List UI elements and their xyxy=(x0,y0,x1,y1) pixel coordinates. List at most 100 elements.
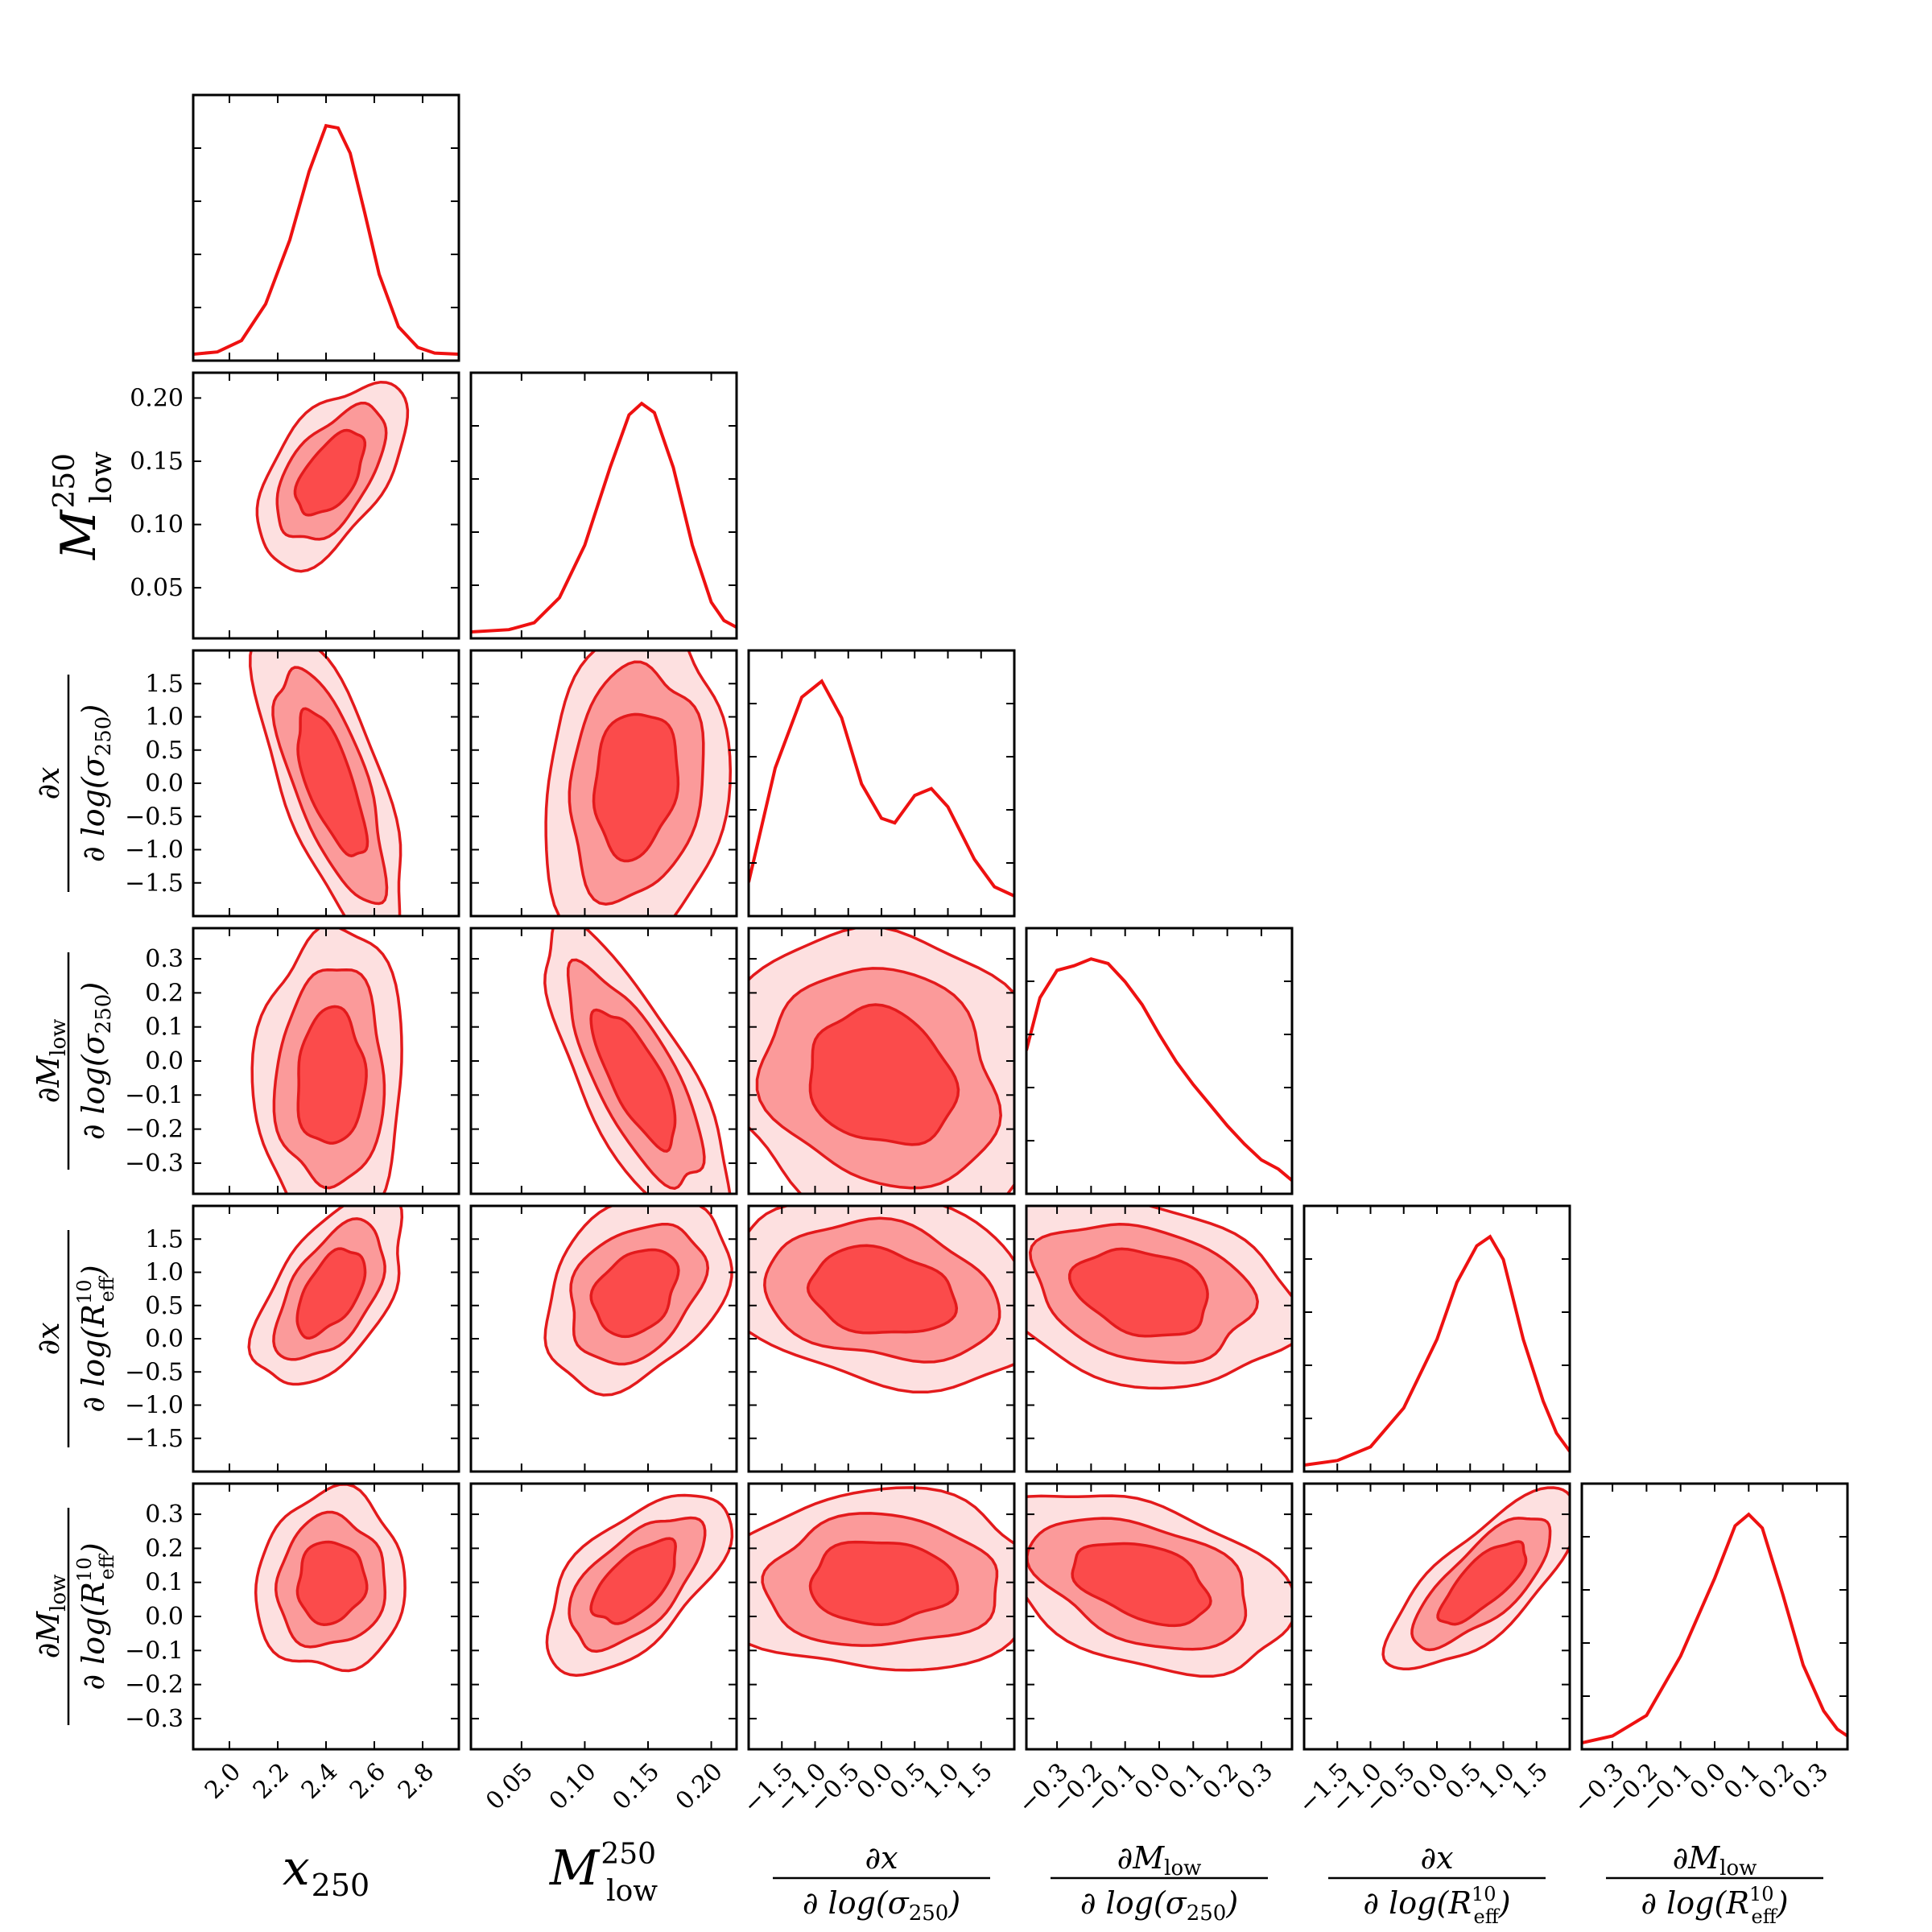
axis-label-x-dM_dsigma: ∂Mlow ∂ log(σ250) xyxy=(1051,1840,1268,1926)
panel-x250-x250 xyxy=(192,93,460,362)
contour-inner-dx_dReff-dM_dReff xyxy=(1436,1540,1528,1626)
panel-dM_dsigma-dx_dReff xyxy=(1025,1204,1294,1473)
axis-label-x-dx_dsigma: ∂x ∂ log(σ250) xyxy=(773,1840,990,1926)
axis-label-y-dM_dReff: ∂Mlow ∂ log(R10eff) xyxy=(31,1508,118,1725)
marginal-curve-dx_dsigma xyxy=(749,679,1014,898)
svg-text:∂ log(σ250): ∂ log(σ250) xyxy=(803,1885,960,1926)
svg-text:∂ log(σ250): ∂ log(σ250) xyxy=(76,704,116,862)
y-tick-label: 0.2 xyxy=(145,1534,184,1563)
y-tick-label: 0.0 xyxy=(145,1047,184,1075)
y-tick-label: 0.5 xyxy=(145,1292,184,1320)
y-tick-label: 0.10 xyxy=(130,511,184,539)
y-tick-label: −0.2 xyxy=(125,1116,184,1144)
y-tick-label: 0.3 xyxy=(145,945,184,973)
panel-Mlow250-dx_dsigma xyxy=(469,649,738,918)
contour-inner-dx_dsigma-dM_dsigma xyxy=(808,1003,960,1146)
svg-text:∂ log(R10eff): ∂ log(R10eff) xyxy=(1641,1883,1788,1928)
axis-label-x-dM_dReff: ∂Mlow∂ log(R10 eff) xyxy=(1606,1840,1823,1928)
svg-text:∂ log(R10eff): ∂ log(R10eff) xyxy=(1363,1883,1510,1928)
x-tick-label: 2.2 xyxy=(248,1757,295,1804)
y-tick-label: 0.05 xyxy=(130,574,184,602)
marginal-curve-x250 xyxy=(193,123,459,356)
x-tick-label: 0.3 xyxy=(1232,1757,1278,1804)
panel-frame xyxy=(469,371,738,640)
x-tick-label: 0.20 xyxy=(671,1757,729,1815)
y-tick-label: −0.5 xyxy=(125,1358,184,1386)
y-tick-label: 0.1 xyxy=(145,1013,184,1042)
panel-dx_dsigma-dM_dsigma xyxy=(747,927,1016,1195)
y-tick-label: 0.5 xyxy=(145,737,184,765)
svg-text:∂ log(σ250): ∂ log(σ250) xyxy=(1080,1885,1238,1926)
y-tick-label: 0.1 xyxy=(145,1569,184,1597)
y-tick-label: 0.20 xyxy=(130,384,184,412)
contour-inner-dx_dsigma-dM_dReff xyxy=(808,1540,960,1627)
panel-dx_dReff-dM_dReff xyxy=(1302,1482,1571,1751)
contour-inner-dM_dsigma-dx_dReff xyxy=(1067,1247,1209,1338)
x-tick-label: 0.15 xyxy=(607,1757,665,1815)
contour-inner-x250-dM_dReff xyxy=(295,1540,369,1626)
y-tick-label: −0.3 xyxy=(125,1705,184,1733)
y-tick-label: −1.5 xyxy=(125,1425,184,1453)
x-tick-label: 0.10 xyxy=(544,1757,602,1815)
panel-dM_dsigma-dM_dsigma xyxy=(1025,927,1294,1195)
y-tick-label: 0.0 xyxy=(145,1603,184,1631)
axis-label-x-Mlow250: M250 low xyxy=(549,1838,658,1908)
y-tick-label: −1.0 xyxy=(125,1392,184,1420)
y-tick-label: −0.1 xyxy=(125,1081,184,1109)
y-tick-label: 1.0 xyxy=(145,1259,184,1287)
x-tick-label: 0.05 xyxy=(481,1757,539,1815)
panel-Mlow250-dM_dsigma xyxy=(469,927,738,1195)
y-tick-label: 0.15 xyxy=(130,448,184,476)
contour-inner-dx_dsigma-dx_dReff xyxy=(806,1244,959,1335)
y-tick-label: −0.3 xyxy=(125,1150,184,1178)
panel-dx_dsigma-dx_dsigma xyxy=(747,649,1016,918)
contour-inner-Mlow250-dx_dReff xyxy=(589,1248,680,1339)
contour-inner-x250-Mlow250 xyxy=(293,428,367,517)
y-tick-label: −1.5 xyxy=(125,869,184,898)
contour-inner-x250-dx_dsigma xyxy=(296,707,369,857)
panel-x250-dM_dsigma xyxy=(192,927,460,1195)
panel-dM_dsigma-dM_dReff xyxy=(1025,1482,1294,1751)
panel-x250-dx_dReff xyxy=(192,1204,460,1473)
y-tick-label: −0.5 xyxy=(125,803,184,831)
svg-text:∂ log(σ250): ∂ log(σ250) xyxy=(76,982,116,1140)
x-tick-label: 0.3 xyxy=(1787,1757,1834,1804)
marginal-curve-dM_dReff xyxy=(1582,1512,1847,1744)
svg-text:∂x: ∂x xyxy=(31,1322,66,1355)
panel-x250-dM_dReff xyxy=(192,1482,460,1751)
marginal-curve-dM_dsigma xyxy=(1026,957,1292,1183)
svg-text:x250: x250 xyxy=(283,1840,369,1903)
panel-dx_dsigma-dM_dReff xyxy=(747,1482,1016,1751)
panel-Mlow250-Mlow250 xyxy=(469,371,738,640)
svg-text:∂ log(R10eff): ∂ log(R10eff) xyxy=(73,1265,118,1412)
panel-x250-Mlow250 xyxy=(192,371,460,640)
panel-frame xyxy=(192,93,460,362)
y-tick-label: 1.5 xyxy=(145,1225,184,1253)
axis-label-x-x250: x250 xyxy=(283,1840,369,1903)
svg-text:∂x: ∂x xyxy=(865,1840,898,1876)
y-tick-label: 1.0 xyxy=(145,704,184,732)
axis-label-y-Mlow250: M250 low xyxy=(48,452,118,560)
svg-text:∂x: ∂x xyxy=(1420,1840,1453,1876)
x-tick-label: 1.5 xyxy=(951,1757,997,1804)
panel-Mlow250-dx_dReff xyxy=(469,1204,738,1473)
axis-label-y-dM_dsigma: ∂Mlow ∂ log(σ250) xyxy=(31,952,116,1170)
svg-text:∂Mlow: ∂Mlow xyxy=(1117,1840,1202,1880)
panel-dx_dReff-dx_dReff xyxy=(1302,1204,1571,1473)
axis-label-x-dx_dReff: ∂x ∂ log(R10 eff) xyxy=(1328,1840,1546,1928)
y-tick-label: −0.2 xyxy=(125,1671,184,1699)
contour-inner-dM_dsigma-dM_dReff xyxy=(1071,1542,1212,1628)
svg-text:∂Mlow: ∂Mlow xyxy=(31,1019,71,1104)
marginal-curve-dx_dReff xyxy=(1304,1234,1570,1467)
x-tick-label: 2.4 xyxy=(296,1757,343,1804)
svg-text:∂ log(R10eff): ∂ log(R10eff) xyxy=(73,1542,118,1690)
y-tick-label: 0.2 xyxy=(145,979,184,1007)
panel-frame xyxy=(1580,1482,1849,1751)
contour-inner-Mlow250-dx_dsigma xyxy=(592,712,680,863)
x-tick-label: 2.8 xyxy=(393,1757,440,1804)
y-tick-label: −0.1 xyxy=(125,1637,184,1665)
y-tick-label: 0.0 xyxy=(145,1325,184,1353)
marginal-curve-Mlow250 xyxy=(471,401,737,634)
